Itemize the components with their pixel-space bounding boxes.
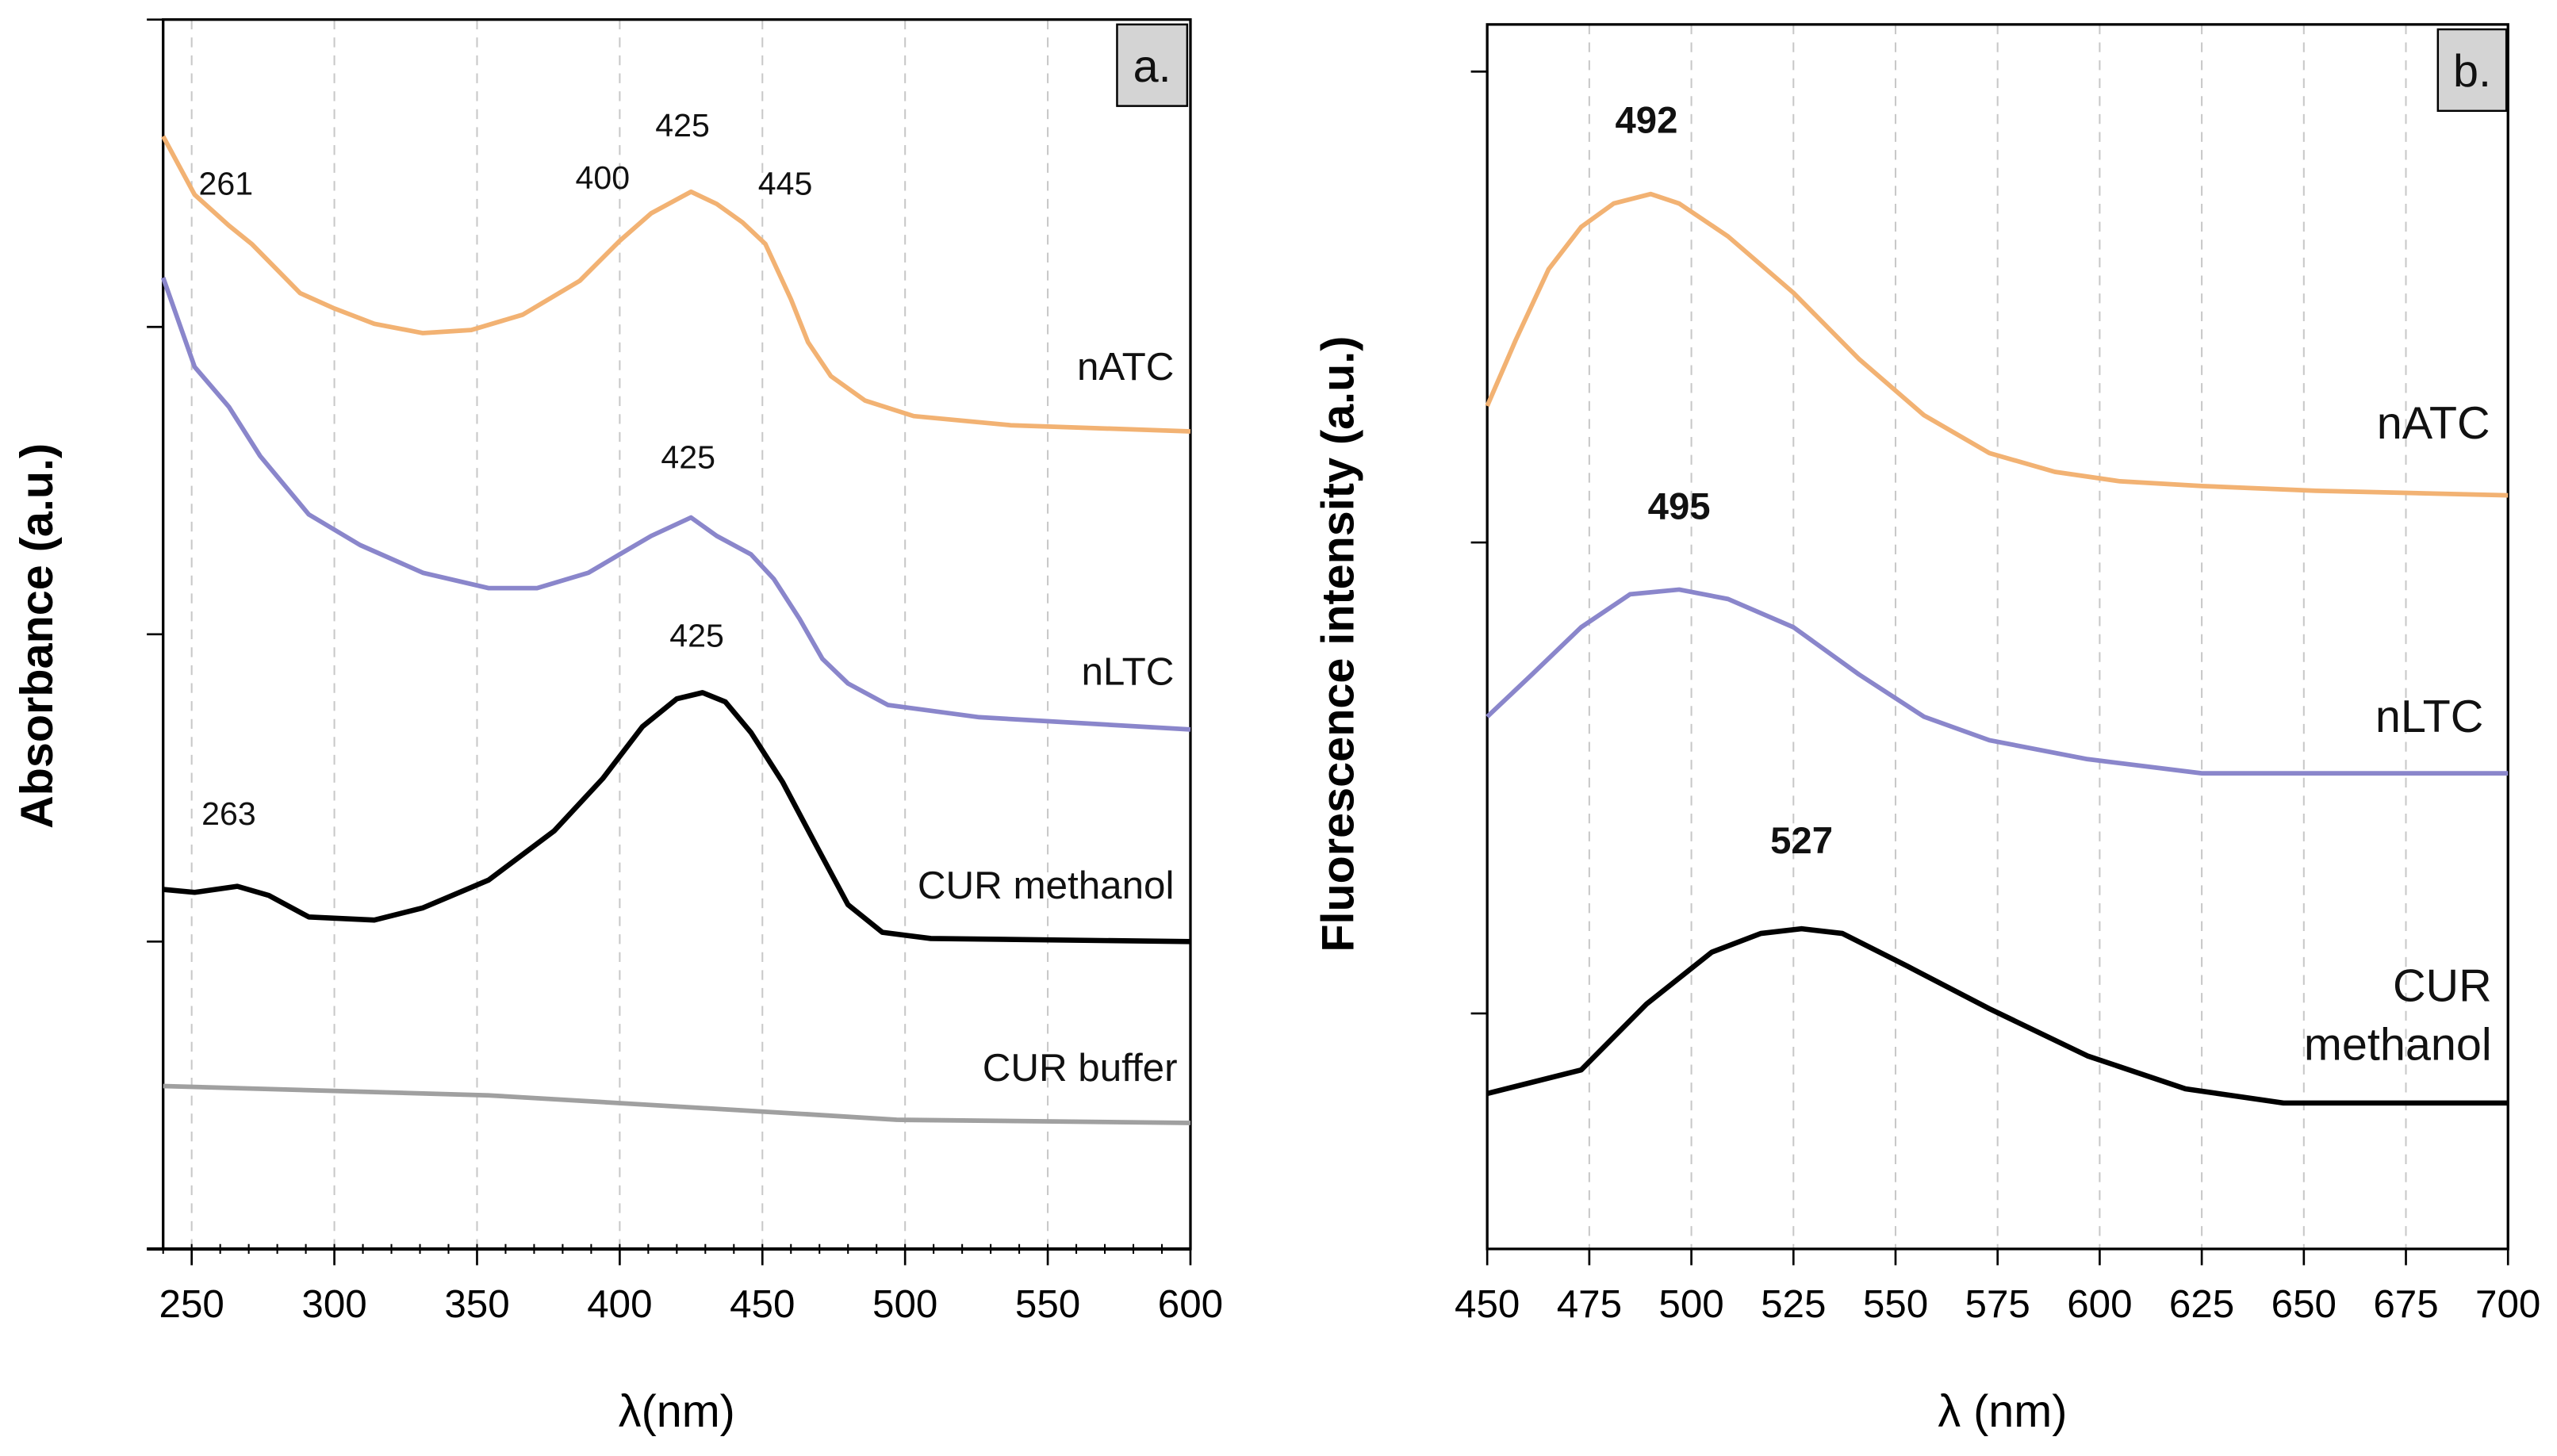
series-line-natc	[161, 135, 1191, 434]
label-a-cur-methanol: CUR methanol	[918, 864, 1175, 907]
peak-annotation: 492	[1616, 99, 1678, 141]
peak-annotation: 495	[1648, 485, 1711, 527]
peak-annotation: 445	[758, 166, 813, 202]
peak-annotation: 425	[669, 617, 724, 653]
series-line-cur-methanol	[1486, 925, 2509, 1106]
x-axis-title: λ(nm)	[619, 1386, 735, 1437]
x-tick-label: 575	[1965, 1282, 2030, 1326]
panel-tag-box	[1116, 23, 1189, 107]
peak-annotation: 425	[661, 439, 715, 476]
series-line-cur-methanol	[163, 690, 1191, 944]
label-a-cur-buffer: CUR buffer	[983, 1046, 1178, 1090]
series-line-nltc	[1486, 587, 2509, 776]
peak-annotation: 425	[655, 107, 710, 144]
x-tick-label: 550	[1863, 1282, 1928, 1326]
label-a-nltc: nLTC	[1081, 650, 1174, 694]
panel-b-fluorescence: 450 475 500 525 550 575 600 625 650 675 700 492 495 5…	[1313, 23, 2540, 1437]
x-tick-label: 400	[587, 1282, 652, 1326]
x-tick-label: 675	[2373, 1282, 2438, 1326]
peak-annotation: 400	[575, 159, 630, 196]
x-tick-label: 700	[2475, 1282, 2540, 1326]
x-tick-label: 475	[1557, 1282, 1622, 1326]
peak-annotation: 261	[199, 166, 254, 202]
x-tick-label: 650	[2271, 1282, 2337, 1326]
x-tick-label: 450	[730, 1282, 795, 1326]
x-tick-label: 600	[1158, 1282, 1223, 1326]
x-tick-label: 500	[1658, 1282, 1723, 1326]
x-tick-label: 450	[1455, 1282, 1520, 1326]
x-tick-label: 550	[1015, 1282, 1080, 1326]
peak-annotation: 527	[1770, 820, 1833, 862]
y-axis-title: Fluorescence intensity (a.u.)	[1313, 336, 1364, 952]
x-tick-label: 300	[301, 1282, 366, 1326]
plot-frame	[1486, 23, 2509, 1251]
label-b-nltc: nLTC	[2375, 692, 2483, 742]
peak-annotation: 263	[201, 795, 256, 832]
series-line-nltc	[160, 277, 1191, 732]
panel-a-absorbance: 250 300 350 400 450 500 550 600 261 400 425 445 425 4…	[12, 18, 1223, 1437]
x-tick-label: 525	[1761, 1282, 1826, 1326]
panel-tag: a.	[1133, 41, 1171, 92]
panel-tag: b.	[2453, 46, 2491, 97]
label-a-natc: nATC	[1077, 345, 1174, 389]
panel-tag-box	[2436, 28, 2508, 113]
x-tick-label: 250	[159, 1282, 224, 1326]
series-labels: nATC nLTC CUR methanol CUR buffer nATC n…	[918, 345, 2492, 1090]
label-b-natc: nATC	[2377, 398, 2490, 449]
series-line-natc	[1485, 191, 2509, 498]
x-tick-label: 500	[872, 1282, 937, 1326]
y-axis-title: Absorbance (a.u.)	[12, 443, 63, 829]
x-axis-title: λ (nm)	[1938, 1386, 2067, 1437]
series-line-cur-buffer	[163, 1083, 1191, 1125]
label-b-methanol: methanol	[2304, 1019, 2492, 1070]
x-tick-label: 625	[2169, 1282, 2234, 1326]
x-tick-label: 350	[444, 1282, 509, 1326]
label-b-cur: CUR	[2393, 960, 2492, 1011]
x-tick-label: 600	[2067, 1282, 2132, 1326]
